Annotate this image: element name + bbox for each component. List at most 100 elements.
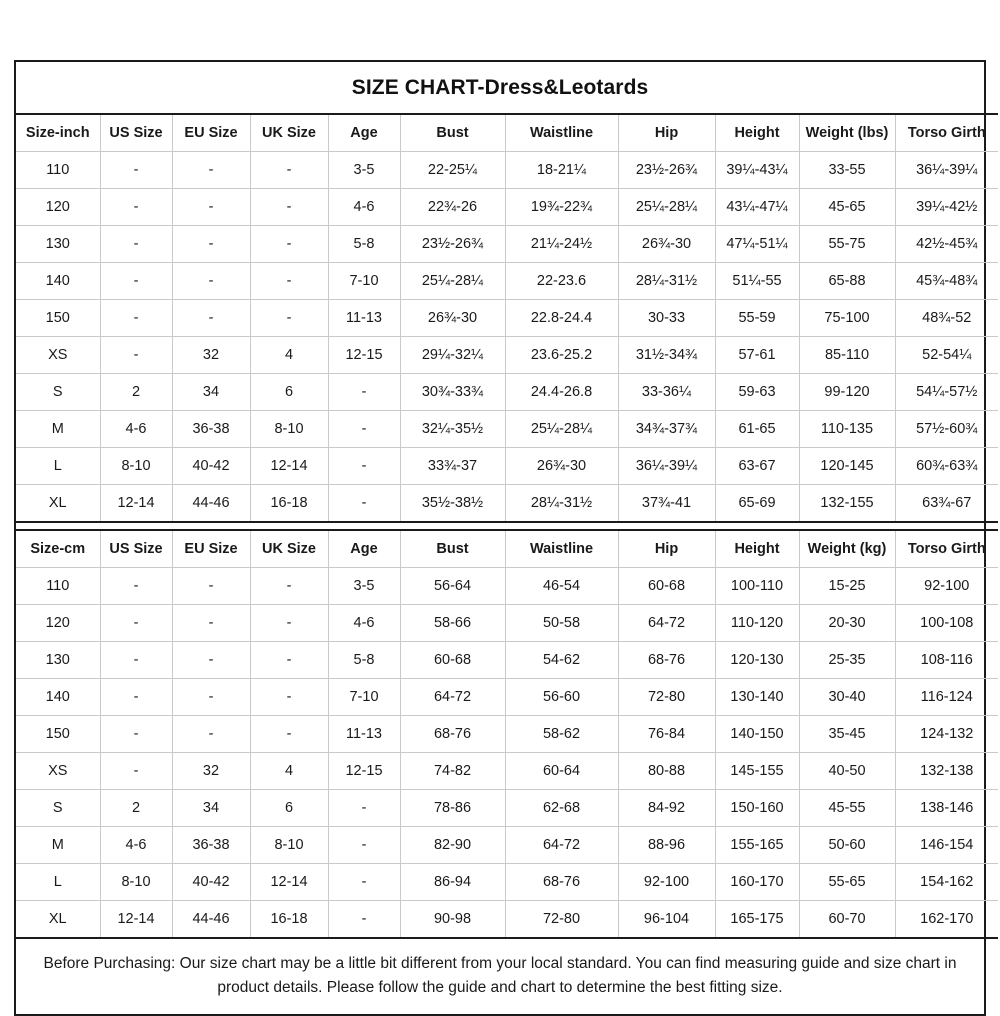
inch-cell-r2-c4: 5-8 [327, 225, 401, 263]
table-row: XL 12-14 44-46 16-18-90-98 72-80 96-104 165-17… [16, 900, 998, 938]
table-row: XS -32 4 12-15 29¼-32¼ 23.6-25.2 31½-34¾ 57-61 8… [16, 336, 998, 374]
cm-cell-r9-c6: 72-80 [504, 900, 619, 938]
inch-cell-r9-c10: 63¾-67 [894, 484, 998, 522]
cm-cell-r7-c1: 4-6 [99, 826, 173, 864]
inch-cell-r0-c8: 39¼-43¼ [714, 151, 800, 189]
inch-cell-r1-c2: - [171, 188, 251, 226]
cm-cell-r4-c10: 124-132 [894, 715, 998, 753]
inch-cell-r2-c8: 47¼-51¼ [714, 225, 800, 263]
cm-cell-r6-c5: 78-86 [399, 789, 506, 827]
cm-cell-r1-c10: 100-108 [894, 604, 998, 642]
inch-cell-r4-c3: - [249, 299, 329, 337]
cm-cell-r0-c5: 56-64 [399, 567, 506, 605]
page-title: SIZE CHART-Dress&Leotards [351, 76, 649, 99]
inch-col-header-9: Weight (lbs) [798, 114, 896, 152]
inch-cell-r3-c3: - [249, 262, 329, 300]
inch-cell-r7-c0: M [16, 410, 101, 448]
inch-cell-r5-c1: - [99, 336, 173, 374]
inch-cell-r8-c3: 12-14 [249, 447, 329, 485]
inch-cell-r8-c10: 60¾-63¾ [894, 447, 998, 485]
inch-cell-r9-c6: 28¼-31½ [504, 484, 619, 522]
inch-cell-r7-c7: 34¾-37¾ [617, 410, 716, 448]
inch-cell-r1-c1: - [99, 188, 173, 226]
cm-cell-r7-c3: 8-10 [249, 826, 329, 864]
cm-cell-r7-c8: 155-165 [714, 826, 800, 864]
cm-cell-r8-c9: 55-65 [798, 863, 896, 901]
cm-cell-r2-c3: - [249, 641, 329, 679]
cm-cell-r4-c5: 68-76 [399, 715, 506, 753]
cm-cell-r0-c1: - [99, 567, 173, 605]
table-row: M 4-6 36-38 8-10-82-90 64-72 88-96 155-165 50-6… [16, 826, 998, 864]
inch-cell-r9-c9: 132-155 [798, 484, 896, 522]
cm-cell-r7-c0: M [16, 826, 101, 864]
inch-cell-r0-c4: 3-5 [327, 151, 401, 189]
inch-cell-r8-c0: L [16, 447, 101, 485]
inch-cell-r8-c2: 40-42 [171, 447, 251, 485]
inch-cell-r0-c7: 23½-26¾ [617, 151, 716, 189]
inch-cell-r9-c5: 35½-38½ [399, 484, 506, 522]
inch-cell-r4-c4: 11-13 [327, 299, 401, 337]
inch-cell-r0-c9: 33-55 [798, 151, 896, 189]
cm-table-head: Size-cm US Size EU Size UK Size Age Bust Waist… [16, 530, 998, 568]
cm-cell-r8-c0: L [16, 863, 101, 901]
table-row: XS -32 4 12-15 74-82 60-64 80-88 145-155 40-50 13… [16, 752, 998, 790]
inch-cell-r7-c2: 36-38 [171, 410, 251, 448]
cm-cell-r3-c5: 64-72 [399, 678, 506, 716]
inch-cell-r1-c0: 120 [16, 188, 101, 226]
inch-cell-r4-c6: 22.8-24.4 [504, 299, 619, 337]
table-header-row: Size-cm US Size EU Size UK Size Age Bust Waist… [16, 530, 998, 568]
table-row: L 8-10 40-42 12-14-86-94 68-76 92-100 160-170 5… [16, 863, 998, 901]
inch-col-header-5: Bust [399, 114, 506, 152]
cm-cell-r0-c3: - [249, 567, 329, 605]
cm-cell-r1-c7: 64-72 [617, 604, 716, 642]
cm-cell-r5-c4: 12-15 [327, 752, 401, 790]
size-table-cm: Size-cm US Size EU Size UK Size Age Bust Waist… [16, 529, 998, 939]
inch-cell-r9-c1: 12-14 [99, 484, 173, 522]
cm-cell-r2-c6: 54-62 [504, 641, 619, 679]
cm-cell-r7-c4: - [327, 826, 401, 864]
inch-cell-r0-c10: 36¼-39¼ [894, 151, 998, 189]
inch-cell-r3-c5: 25¼-28¼ [399, 262, 506, 300]
cm-cell-r0-c10: 92-100 [894, 567, 998, 605]
cm-cell-r9-c8: 165-175 [714, 900, 800, 938]
cm-table-body: 110- - -3-5 56-64 46-54 60-68 100-110 15-25 92-1… [16, 567, 998, 938]
inch-col-header-1: US Size [99, 114, 173, 152]
inch-cell-r0-c2: - [171, 151, 251, 189]
inch-table-block: Size-inch US Size EU Size UK Size Age Bust Wai… [16, 113, 998, 523]
inch-cell-r3-c4: 7-10 [327, 262, 401, 300]
inch-cell-r4-c10: 48¾-52 [894, 299, 998, 337]
inch-cell-r5-c4: 12-15 [327, 336, 401, 374]
cm-cell-r2-c0: 130 [16, 641, 101, 679]
cm-col-header-3: UK Size [249, 530, 329, 568]
cm-cell-r6-c2: 34 [171, 789, 251, 827]
inch-cell-r1-c6: 19¾-22¾ [504, 188, 619, 226]
inch-cell-r7-c6: 25¼-28¼ [504, 410, 619, 448]
cm-cell-r1-c4: 4-6 [327, 604, 401, 642]
cm-cell-r8-c7: 92-100 [617, 863, 716, 901]
inch-cell-r3-c0: 140 [16, 262, 101, 300]
inch-cell-r6-c8: 59-63 [714, 373, 800, 411]
cm-cell-r8-c2: 40-42 [171, 863, 251, 901]
cm-cell-r3-c6: 56-60 [504, 678, 619, 716]
cm-cell-r6-c0: S [16, 789, 101, 827]
cm-cell-r6-c3: 6 [249, 789, 329, 827]
inch-col-header-4: Age [327, 114, 401, 152]
cm-cell-r9-c10: 162-170 [894, 900, 998, 938]
cm-cell-r4-c1: - [99, 715, 173, 753]
inch-cell-r6-c3: 6 [249, 373, 329, 411]
cm-cell-r8-c3: 12-14 [249, 863, 329, 901]
table-row: S 2 34 6-30¾-33¾ 24.4-26.8 33-36¼ 59-63 99-120 5… [16, 373, 998, 411]
cm-cell-r2-c5: 60-68 [399, 641, 506, 679]
inch-cell-r8-c7: 36¼-39¼ [617, 447, 716, 485]
inch-cell-r9-c7: 37¾-41 [617, 484, 716, 522]
inch-cell-r8-c4: - [327, 447, 401, 485]
cm-cell-r3-c10: 116-124 [894, 678, 998, 716]
cm-cell-r8-c5: 86-94 [399, 863, 506, 901]
cm-cell-r1-c3: - [249, 604, 329, 642]
cm-cell-r8-c1: 8-10 [99, 863, 173, 901]
inch-cell-r7-c10: 57½-60¾ [894, 410, 998, 448]
inch-cell-r9-c0: XL [16, 484, 101, 522]
cm-col-header-4: Age [327, 530, 401, 568]
inch-cell-r4-c9: 75-100 [798, 299, 896, 337]
